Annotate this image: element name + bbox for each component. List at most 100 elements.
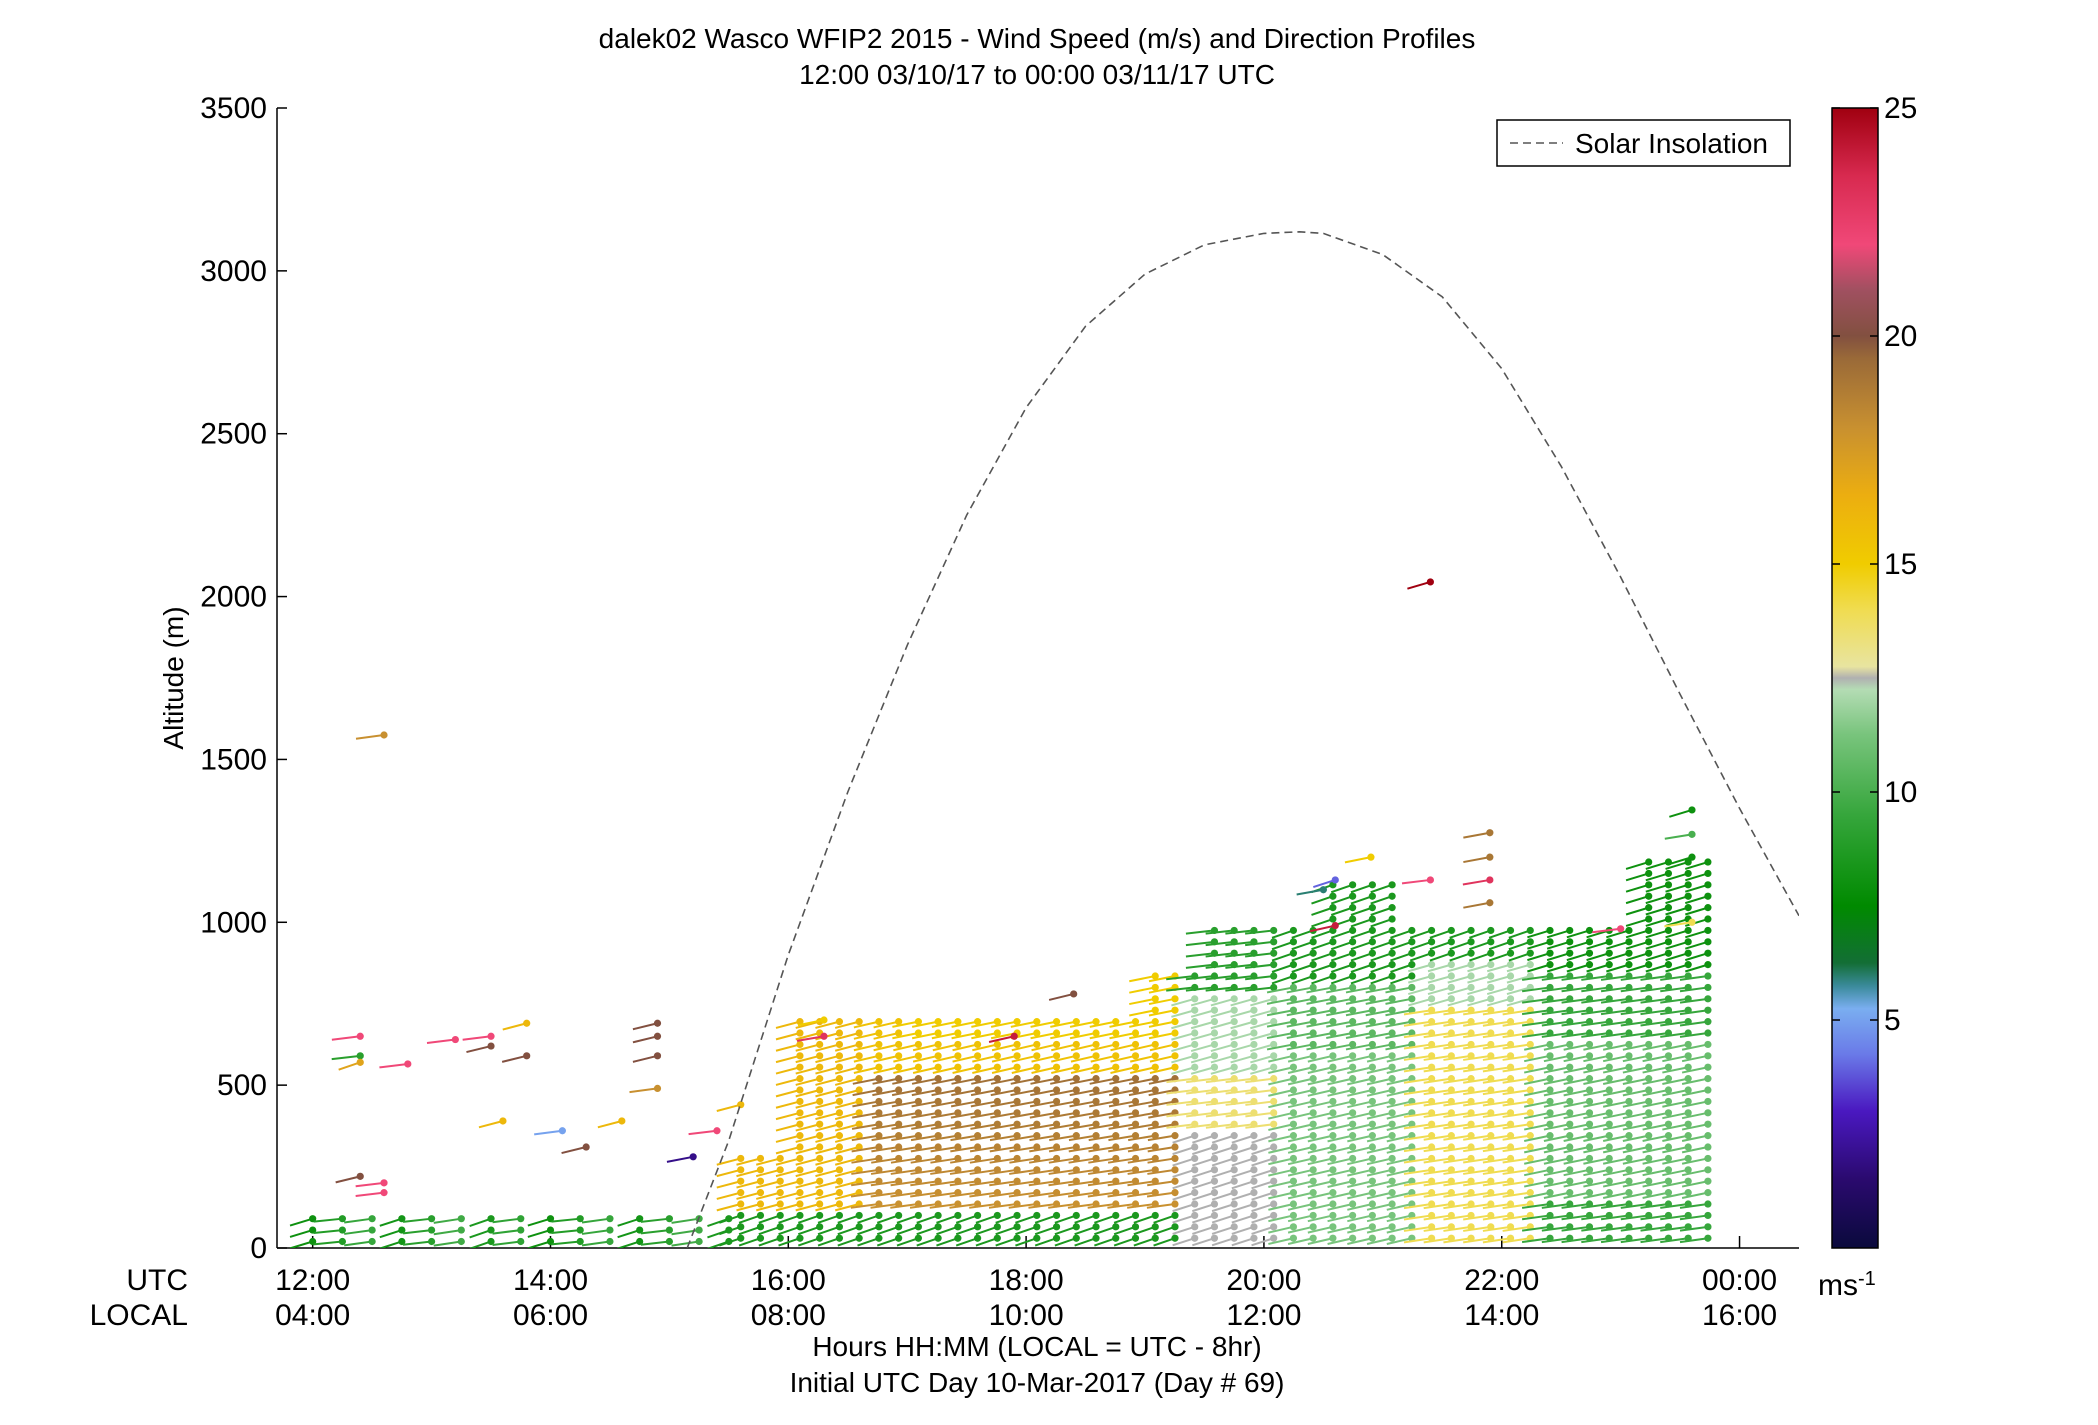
wind-barb-point — [776, 1223, 784, 1231]
wind-barb — [1366, 1054, 1393, 1063]
wind-barb-point — [1013, 1052, 1021, 1060]
wind-barb-point — [737, 1211, 745, 1220]
wind-barb-point — [796, 1040, 804, 1049]
wind-barb — [1034, 1225, 1057, 1236]
wind-barb — [969, 1168, 998, 1175]
wind-barb-point — [1526, 938, 1534, 946]
wind-barb — [912, 1043, 939, 1052]
wind-barb — [1443, 1123, 1472, 1130]
wind-barb-point — [1645, 1086, 1653, 1094]
x-tick-label-local: 16:00 — [1702, 1299, 1777, 1332]
wind-barb-point — [1506, 983, 1515, 992]
wind-barb — [815, 1043, 840, 1052]
wind-barb — [1665, 940, 1689, 950]
wind-barb — [1268, 1146, 1294, 1154]
wind-barb-point — [1230, 1063, 1238, 1071]
wind-barb-point — [1467, 972, 1475, 980]
wind-barb-point — [1013, 1143, 1021, 1151]
wind-barb-point — [1033, 1052, 1041, 1060]
wind-barb-point — [855, 1086, 863, 1094]
wind-barb-point — [689, 1153, 697, 1161]
wind-barb — [1449, 940, 1472, 951]
wind-barb — [1386, 1054, 1413, 1063]
wind-barb — [581, 1217, 611, 1224]
wind-barb — [1469, 952, 1492, 962]
wind-barb — [1028, 1168, 1057, 1175]
wind-barb — [936, 1225, 959, 1236]
wind-barb-point — [356, 1032, 364, 1040]
wind-barb — [1028, 1203, 1057, 1209]
wind-barb — [1147, 1157, 1176, 1164]
wind-barb — [1245, 1077, 1274, 1084]
wind-barb-point — [1526, 1040, 1534, 1049]
wind-barb-point — [1013, 1040, 1021, 1049]
wind-barb-point — [855, 1211, 863, 1220]
wind-barb — [1541, 986, 1570, 993]
wind-barb — [1583, 1123, 1610, 1131]
wind-barb-point — [1151, 983, 1159, 992]
wind-barb — [1523, 1077, 1551, 1085]
wind-barb — [890, 1146, 919, 1153]
wind-barb-point — [1526, 926, 1534, 935]
wind-barb-point — [1388, 1018, 1396, 1026]
wind-barb-point — [1131, 1075, 1140, 1083]
x-tick-label-utc: 20:00 — [1226, 1264, 1301, 1297]
wind-barb — [1679, 1237, 1709, 1244]
wind-barb-point — [875, 1018, 883, 1026]
wind-barb-point — [576, 1237, 584, 1246]
wind-barb-point — [1688, 918, 1696, 926]
wind-barb — [1190, 1066, 1215, 1075]
wind-barb-point — [756, 1211, 765, 1220]
wind-barb — [1583, 1100, 1610, 1108]
wind-barb-point — [1349, 1132, 1357, 1140]
wind-barb — [402, 1229, 432, 1235]
wind-barb — [1502, 1203, 1531, 1210]
wind-barb — [1482, 1032, 1511, 1039]
wind-barb — [911, 1020, 939, 1028]
wind-barb-point — [737, 1177, 745, 1185]
wind-barb — [971, 1032, 998, 1040]
wind-barb — [852, 1077, 880, 1085]
wind-barb — [834, 1111, 860, 1121]
wind-barb — [872, 1089, 899, 1097]
wind-barb — [1645, 872, 1669, 882]
wind-barb — [1245, 1089, 1274, 1095]
wind-barb — [1031, 1066, 1057, 1074]
wind-barb — [1366, 1089, 1393, 1097]
wind-barb — [1166, 975, 1195, 981]
wind-barb-point — [1210, 1040, 1219, 1049]
wind-barb — [1307, 1157, 1334, 1166]
wind-barb-point — [1329, 1006, 1337, 1014]
wind-barb-point — [1585, 1177, 1594, 1185]
wind-barb-point — [653, 1032, 662, 1040]
wind-barb — [1250, 1020, 1274, 1030]
wind-barb — [1443, 1020, 1472, 1027]
chart-subtitle: 12:00 03/10/17 to 00:00 03/11/17 UTC — [799, 59, 1275, 90]
wind-barb — [1523, 1191, 1551, 1199]
wind-barb — [1306, 1009, 1334, 1017]
wind-barb-point — [1092, 1234, 1100, 1242]
wind-barb-point — [1349, 892, 1357, 900]
wind-barb — [891, 1123, 919, 1130]
wind-barb — [1326, 1032, 1353, 1040]
wind-barb — [890, 1168, 919, 1175]
wind-barb-point — [1408, 949, 1416, 957]
wind-barb-point — [1112, 1029, 1120, 1037]
wind-barb-point — [636, 1237, 644, 1246]
wind-barb-point — [338, 1226, 346, 1234]
wind-barb-point — [1605, 1086, 1613, 1094]
wind-barb — [1423, 1100, 1452, 1107]
wind-barb — [1129, 975, 1156, 983]
wind-barb-point — [1033, 1029, 1041, 1037]
wind-barb — [1386, 1191, 1413, 1200]
wind-barb-point — [1270, 1143, 1278, 1151]
wind-barb — [1010, 1020, 1038, 1028]
wind-barb-point — [914, 1120, 922, 1128]
wind-barb-point — [1645, 938, 1653, 946]
wind-barb — [1291, 929, 1314, 939]
wind-barb-point — [1151, 1086, 1159, 1094]
wind-barb — [1583, 1180, 1610, 1188]
wind-barb-point — [1329, 1200, 1337, 1208]
wind-barb-point — [1309, 995, 1317, 1003]
wind-barb-point — [835, 1143, 844, 1151]
